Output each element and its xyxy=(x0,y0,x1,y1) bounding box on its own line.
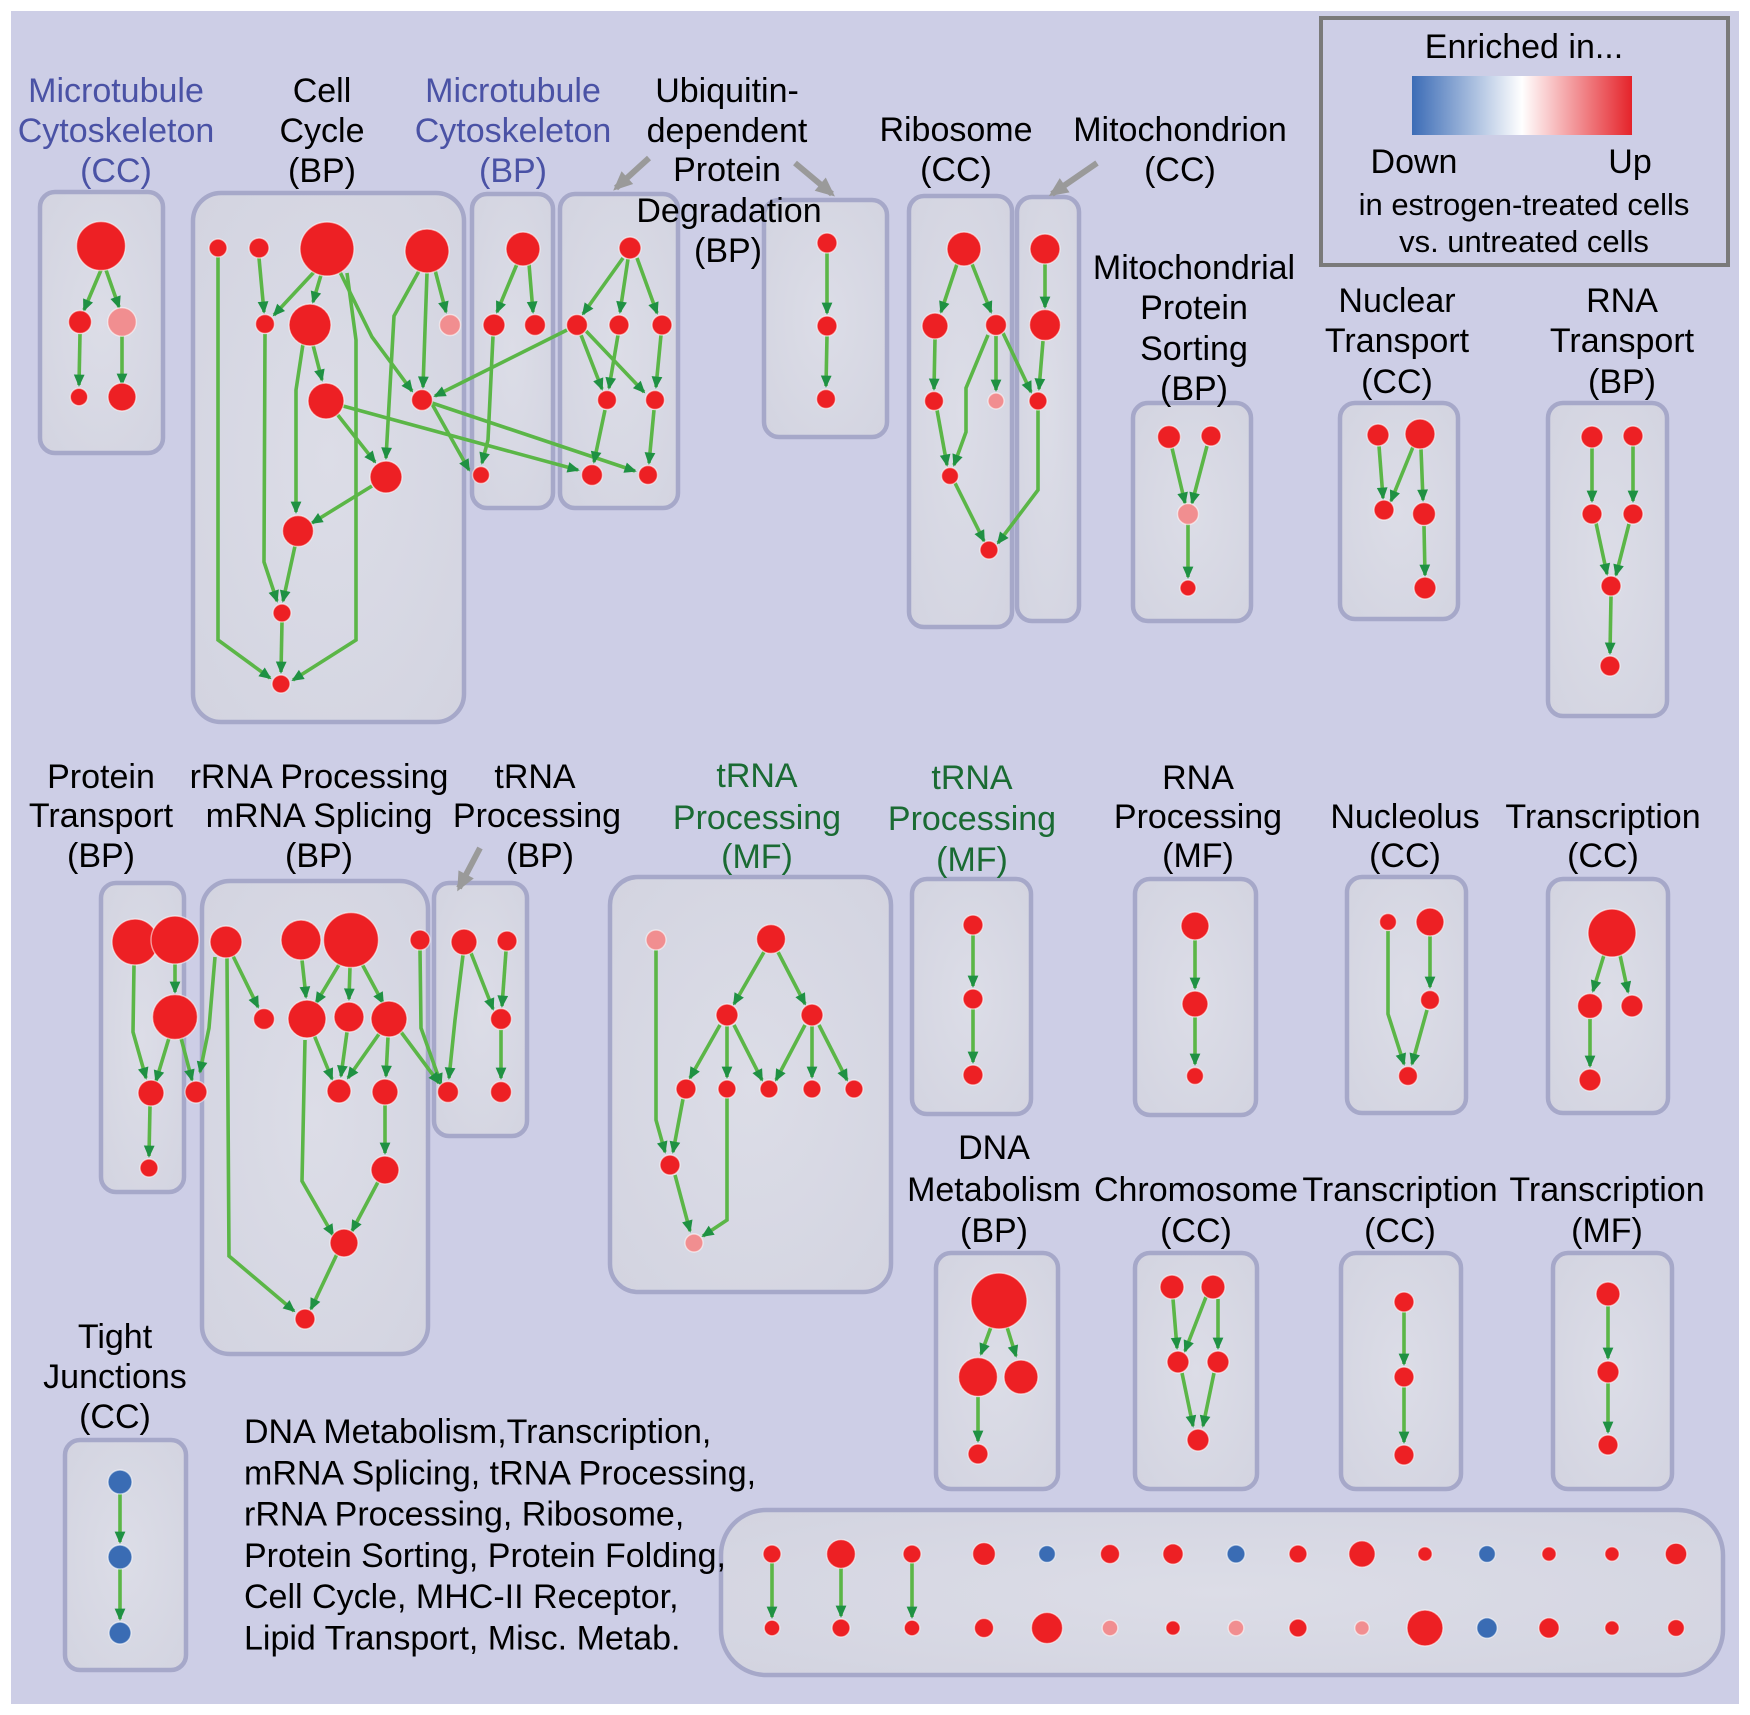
svg-text:tRNA: tRNA xyxy=(494,758,576,796)
svg-text:Cycle: Cycle xyxy=(279,112,364,150)
svg-text:Tight: Tight xyxy=(78,1318,153,1356)
svg-text:mRNA Splicing, tRNA Processing: mRNA Splicing, tRNA Processing, xyxy=(244,1454,756,1492)
svg-text:dependent: dependent xyxy=(647,112,808,150)
svg-text:(CC): (CC) xyxy=(79,1398,151,1436)
svg-text:in estrogen-treated cells: in estrogen-treated cells xyxy=(1359,187,1690,222)
svg-text:(CC): (CC) xyxy=(920,151,992,189)
svg-text:Processing: Processing xyxy=(888,800,1056,838)
svg-text:(MF): (MF) xyxy=(1571,1212,1643,1250)
svg-text:Microtubule: Microtubule xyxy=(425,72,601,110)
svg-text:(CC): (CC) xyxy=(1144,151,1216,189)
svg-text:(BP): (BP) xyxy=(67,837,135,875)
svg-text:Mitochondrial: Mitochondrial xyxy=(1093,249,1295,287)
svg-text:Junctions: Junctions xyxy=(43,1358,187,1396)
svg-text:Sorting: Sorting xyxy=(1140,330,1248,368)
svg-text:Metabolism: Metabolism xyxy=(907,1171,1081,1209)
svg-text:Chromosome: Chromosome xyxy=(1094,1171,1298,1209)
svg-text:Protein: Protein xyxy=(1140,289,1248,327)
svg-text:(CC): (CC) xyxy=(1361,363,1433,401)
svg-text:(CC): (CC) xyxy=(80,152,152,190)
svg-text:Transport: Transport xyxy=(1325,322,1470,360)
svg-text:(BP): (BP) xyxy=(1160,370,1228,408)
svg-text:Processing: Processing xyxy=(1114,798,1282,836)
svg-text:(MF): (MF) xyxy=(936,841,1008,879)
svg-text:(MF): (MF) xyxy=(721,838,793,876)
svg-text:DNA Metabolism,Transcription,: DNA Metabolism,Transcription, xyxy=(244,1413,711,1451)
svg-text:(CC): (CC) xyxy=(1160,1212,1232,1250)
svg-text:Protein: Protein xyxy=(673,151,781,189)
svg-text:Enriched in...: Enriched in... xyxy=(1425,28,1623,66)
svg-text:(MF): (MF) xyxy=(1162,837,1234,875)
svg-text:Degradation: Degradation xyxy=(636,192,821,230)
svg-text:tRNA: tRNA xyxy=(716,757,798,795)
svg-text:Cell Cycle, MHC-II Receptor,: Cell Cycle, MHC-II Receptor, xyxy=(244,1578,679,1616)
svg-text:Up: Up xyxy=(1608,143,1651,181)
svg-text:mRNA Splicing: mRNA Splicing xyxy=(206,797,433,835)
svg-text:rRNA Processing, Ribosome,: rRNA Processing, Ribosome, xyxy=(244,1496,684,1534)
svg-text:(CC): (CC) xyxy=(1369,837,1441,875)
svg-text:(BP): (BP) xyxy=(694,232,762,270)
svg-text:Processing: Processing xyxy=(673,799,841,837)
svg-text:(BP): (BP) xyxy=(506,837,574,875)
svg-text:(BP): (BP) xyxy=(1588,363,1656,401)
svg-text:Lipid Transport, Misc. Metab.: Lipid Transport, Misc. Metab. xyxy=(244,1620,681,1658)
svg-text:RNA: RNA xyxy=(1162,759,1234,797)
svg-text:tRNA: tRNA xyxy=(931,759,1013,797)
svg-text:Transport: Transport xyxy=(29,797,174,835)
svg-text:(BP): (BP) xyxy=(960,1212,1028,1250)
svg-text:Ribosome: Ribosome xyxy=(879,111,1032,149)
svg-text:Protein: Protein xyxy=(47,758,155,796)
svg-text:(BP): (BP) xyxy=(479,152,547,190)
svg-text:Transcription: Transcription xyxy=(1509,1171,1704,1209)
svg-text:Mitochondrion: Mitochondrion xyxy=(1073,111,1287,149)
svg-text:Down: Down xyxy=(1371,143,1458,181)
svg-text:Nucleolus: Nucleolus xyxy=(1330,798,1479,836)
svg-text:rRNA Processing: rRNA Processing xyxy=(190,758,449,796)
svg-text:Transcription: Transcription xyxy=(1505,798,1700,836)
svg-text:Protein Sorting, Protein Foldi: Protein Sorting, Protein Folding, xyxy=(244,1537,726,1575)
svg-text:Microtubule: Microtubule xyxy=(28,72,204,110)
svg-text:Transport: Transport xyxy=(1550,322,1695,360)
svg-text:DNA: DNA xyxy=(958,1129,1030,1167)
svg-text:Transcription: Transcription xyxy=(1302,1171,1497,1209)
svg-text:(BP): (BP) xyxy=(285,837,353,875)
svg-text:vs. untreated cells: vs. untreated cells xyxy=(1399,224,1649,259)
svg-text:Processing: Processing xyxy=(453,797,621,835)
svg-text:Nuclear: Nuclear xyxy=(1338,282,1455,320)
svg-text:Cell: Cell xyxy=(293,72,352,110)
svg-text:Ubiquitin-: Ubiquitin- xyxy=(655,72,799,110)
svg-text:(CC): (CC) xyxy=(1567,837,1639,875)
svg-text:Cytoskeleton: Cytoskeleton xyxy=(18,112,215,150)
svg-text:(BP): (BP) xyxy=(288,152,356,190)
svg-text:RNA: RNA xyxy=(1586,282,1658,320)
svg-text:(CC): (CC) xyxy=(1364,1212,1436,1250)
svg-text:Cytoskeleton: Cytoskeleton xyxy=(415,112,612,150)
